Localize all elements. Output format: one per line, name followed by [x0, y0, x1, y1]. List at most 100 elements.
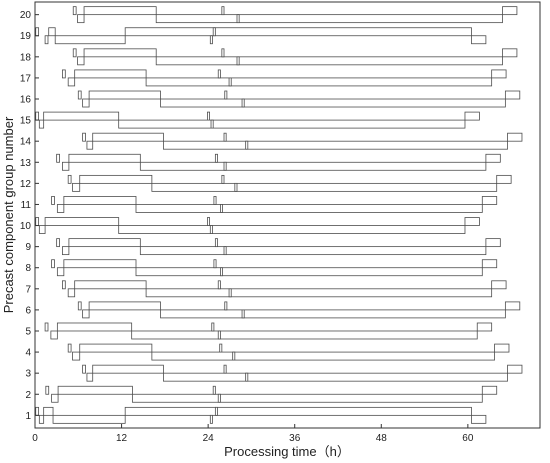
group-12-bar-7 [496, 174, 512, 184]
group-19-bar-3 [48, 27, 56, 37]
group-1-bar-3 [43, 406, 54, 416]
group-12-bar-1 [67, 174, 72, 184]
group-3-bar-3 [92, 364, 164, 374]
group-11-bar-2 [56, 204, 65, 213]
group-10-bar-1 [35, 217, 40, 226]
y-tick-label-1: 1 [25, 411, 31, 422]
group-7-bar-6 [228, 288, 232, 298]
group-19-bar-7 [212, 27, 216, 37]
group-6-bar-1 [77, 301, 82, 311]
group-10-bar-3 [44, 217, 120, 226]
group-14-bar-7 [507, 132, 523, 142]
group-15-bar-5 [207, 111, 210, 121]
group-2-bar-7 [481, 385, 498, 395]
y-tick-label-16: 16 [20, 95, 32, 106]
group-5-bar-5 [211, 322, 215, 332]
group-6-bar-5 [224, 301, 228, 311]
group-19-bar-1 [35, 27, 40, 37]
group-17-bar-6 [228, 77, 232, 87]
group-4-bar-2 [72, 351, 81, 361]
group-13-bar-3 [68, 153, 141, 163]
group-4-bar-6 [232, 351, 236, 361]
group-6-bar-2 [82, 309, 90, 319]
group-5-bar-2 [50, 330, 58, 340]
group-14-bar-6 [245, 140, 249, 150]
y-tick-label-5: 5 [25, 326, 31, 337]
group-18-bar-2 [77, 56, 85, 66]
group-13-bar-6 [223, 161, 227, 171]
group-19-bar-8 [471, 35, 487, 45]
y-tick-label-11: 11 [21, 200, 32, 211]
group-10-bar-5 [207, 217, 210, 226]
group-5-bar-4 [131, 330, 478, 340]
group-6-bar-4 [160, 309, 506, 319]
group-20-bar-6 [236, 14, 240, 24]
plot-frame [34, 1, 541, 429]
group-11-bar-1 [51, 196, 55, 205]
group-20-bar-5 [221, 6, 225, 16]
group-7-bar-1 [62, 280, 66, 290]
group-1-bar-7 [214, 406, 218, 416]
group-18-bar-7 [502, 48, 518, 58]
group-19-bar-4 [54, 35, 126, 45]
group-20-bar-1 [72, 6, 77, 16]
group-10-bar-2 [38, 225, 46, 234]
y-tick-label-17: 17 [20, 73, 32, 84]
group-5-bar-1 [44, 322, 49, 332]
group-7-bar-5 [217, 280, 221, 290]
group-4-bar-1 [67, 343, 72, 353]
group-5-bar-3 [56, 322, 133, 332]
group-19-bar-2 [44, 35, 49, 45]
x-tick-label-36: 36 [289, 433, 301, 444]
y-tick-label-19: 19 [20, 31, 32, 42]
group-14-bar-5 [223, 132, 227, 142]
group-19-bar-6 [209, 35, 213, 45]
group-6-bar-6 [241, 309, 245, 319]
group-20-bar-2 [77, 14, 85, 24]
group-16-bar-1 [77, 90, 82, 100]
group-5-bar-6 [217, 330, 221, 340]
bars-layer [35, 6, 523, 424]
group-8-bar-5 [213, 259, 217, 269]
group-1-bar-5 [124, 406, 472, 416]
group-20-bar-7 [502, 6, 518, 16]
group-13-bar-4 [139, 161, 487, 171]
y-tick-label-14: 14 [20, 137, 32, 148]
group-3-bar-1 [82, 364, 86, 374]
group-15-bar-1 [35, 111, 40, 121]
group-13-bar-2 [62, 161, 70, 171]
group-12-bar-2 [72, 182, 81, 192]
group-13-bar-7 [485, 153, 501, 163]
group-9-bar-1 [56, 238, 60, 248]
group-3-bar-4 [163, 372, 508, 382]
x-tick-label-60: 60 [462, 433, 474, 444]
group-13-bar-1 [56, 153, 60, 163]
group-9-bar-2 [62, 246, 70, 256]
group-9-bar-5 [214, 238, 218, 248]
group-4-bar-3 [79, 343, 153, 353]
group-2-bar-2 [51, 393, 59, 403]
group-19-bar-5 [124, 27, 472, 37]
group-16-bar-6 [241, 98, 245, 108]
group-3-bar-5 [223, 364, 227, 374]
group-2-bar-1 [45, 385, 50, 395]
group-16-bar-4 [160, 98, 506, 108]
group-8-bar-4 [135, 267, 483, 277]
group-13-bar-5 [214, 153, 218, 163]
group-16-bar-3 [88, 90, 161, 100]
group-17-bar-3 [74, 69, 147, 79]
group-18-bar-3 [83, 48, 157, 58]
group-17-bar-5 [217, 69, 221, 79]
group-2-bar-3 [57, 385, 133, 395]
y-tick-label-6: 6 [25, 305, 31, 316]
group-12-bar-4 [151, 182, 498, 192]
group-3-bar-6 [245, 372, 249, 382]
group-8-bar-7 [481, 259, 498, 269]
y-axis-title: Precast component group number [1, 116, 16, 313]
y-tick-label-9: 9 [25, 242, 31, 253]
group-20-bar-4 [155, 14, 503, 24]
group-18-bar-6 [236, 56, 240, 66]
group-10-bar-4 [118, 225, 466, 234]
